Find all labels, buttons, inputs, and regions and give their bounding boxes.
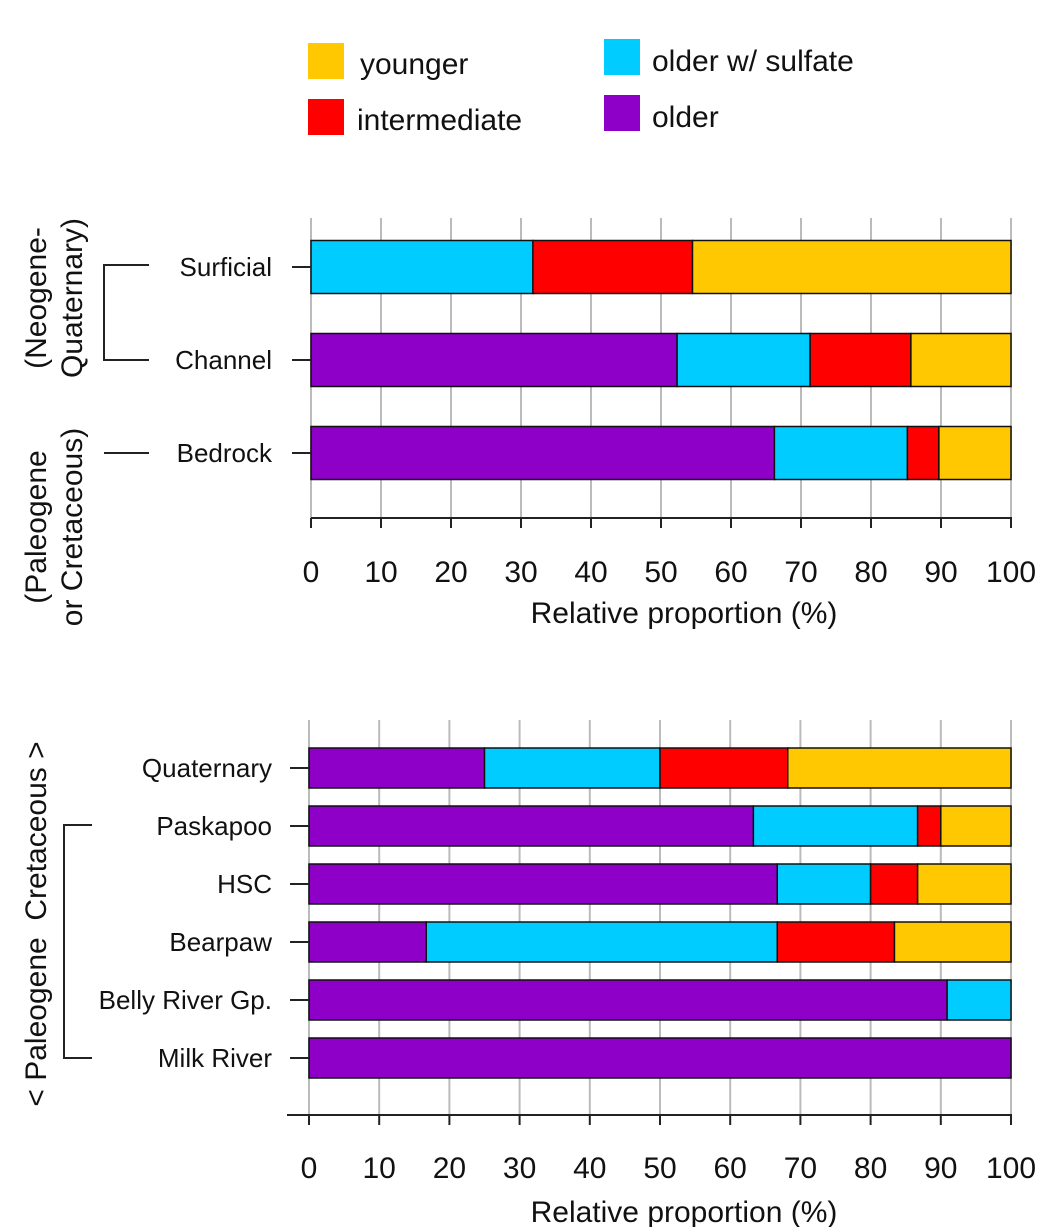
bar-bedrock-younger (938, 425, 1012, 481)
x-tick-label-40: 40 (574, 556, 607, 589)
bar-milk-river-older (308, 1037, 1012, 1079)
y-ticks-bottom: Quaternary Paskapoo HSC Bearpaw Belly River … (99, 753, 309, 1073)
chart-top: Surficial Channel Bedrock 0 10 20 30 40 50 60 70 8… (20, 218, 1036, 630)
y-tick-label-bearpaw: Bearpaw (169, 927, 272, 957)
bar-channel-older-w-sulfate (676, 332, 811, 388)
bar-paskapoo-older-w-sulfate (752, 805, 919, 847)
legend-swatch-older (604, 95, 640, 131)
x-tick-label-40: 40 (573, 1152, 606, 1185)
legend-label-older: older (652, 101, 719, 134)
x-tick-label-10: 10 (364, 556, 397, 589)
bracket-period (63, 824, 92, 1059)
chart-bottom: Quaternary Paskapoo HSC Bearpaw Belly River … (20, 720, 1036, 1227)
bar-bearpaw-intermediate (776, 921, 896, 963)
bracket-neogene (103, 264, 149, 361)
x-ticks-top: 0 10 20 30 40 50 60 70 80 90 100 (303, 518, 1036, 589)
bar-hsc-older-w-sulfate (776, 863, 872, 905)
x-tick-label-50: 50 (644, 556, 677, 589)
bar-paskapoo-intermediate (916, 805, 942, 847)
y-tick-label-paskapoo: Paskapoo (156, 811, 272, 841)
x-tick-label-10: 10 (363, 1152, 396, 1185)
x-tick-label-60: 60 (714, 556, 747, 589)
bar-channel-intermediate (809, 332, 912, 388)
legend-label-older-sulfate: older w/ sulfate (652, 45, 854, 78)
legend-label-intermediate: intermediate (357, 104, 522, 137)
x-tick-label-30: 30 (504, 556, 537, 589)
bar-belly-river-gp-older (308, 979, 948, 1021)
y-tick-label-milk-river: Milk River (158, 1043, 272, 1073)
x-tick-label-100: 100 (986, 556, 1036, 589)
legend-swatch-intermediate (308, 99, 344, 135)
x-tick-label-60: 60 (714, 1152, 747, 1185)
bars-top (310, 239, 1012, 481)
bar-hsc-intermediate (869, 863, 919, 905)
x-tick-label-20: 20 (433, 1152, 466, 1185)
x-tick-label-0: 0 (301, 1152, 318, 1185)
bar-surficial-older-w-sulfate (310, 239, 534, 295)
bar-surficial-younger (691, 239, 1012, 295)
legend-swatch-younger (308, 43, 344, 79)
period-label: < Paleogene Cretaceous > (20, 741, 53, 1106)
y-tick-label-belly-river-gp: Belly River Gp. (99, 985, 272, 1015)
y-ticks-top: Surficial Channel Bedrock (175, 252, 311, 468)
group-label-neogene-line: (Neogene- (20, 227, 53, 369)
x-tick-label-20: 20 (434, 556, 467, 589)
x-tick-label-30: 30 (503, 1152, 536, 1185)
legend: younger intermediate older w/ sulfate ol… (308, 39, 854, 137)
y-tick-label-surficial: Surficial (180, 252, 272, 282)
bar-quaternary-older (308, 747, 486, 789)
x-tick-label-100: 100 (986, 1152, 1036, 1185)
group-label-paleogene-line: (Paleogene (20, 450, 53, 603)
group-label-neogene-line: Quaternary) (56, 218, 89, 378)
bar-hsc-younger (916, 863, 1012, 905)
group-label-paleogene-line: or Cretaceous) (56, 428, 89, 626)
bar-channel-older (310, 332, 678, 388)
bar-surficial-intermediate (532, 239, 694, 295)
x-axis-label-bottom: Relative proportion (%) (531, 1196, 838, 1227)
bar-bearpaw-older (308, 921, 427, 963)
y-tick-label-bedrock: Bedrock (177, 438, 273, 468)
bar-quaternary-younger (787, 747, 1012, 789)
bar-quaternary-intermediate (659, 747, 789, 789)
x-tick-label-90: 90 (924, 1152, 957, 1185)
bar-bedrock-older (310, 425, 776, 481)
group-neogene: (Neogene- Quaternary) (20, 218, 89, 378)
x-tick-label-70: 70 (784, 556, 817, 589)
group-label-paleogene: (Paleogene or Cretaceous) (20, 428, 89, 626)
bar-quaternary-older-w-sulfate (483, 747, 661, 789)
bar-bearpaw-older-w-sulfate (425, 921, 778, 963)
legend-swatch-older-sulfate (604, 39, 640, 75)
bar-bedrock-older-w-sulfate (773, 425, 909, 481)
x-axis-label-top: Relative proportion (%) (531, 597, 838, 630)
bar-paskapoo-older (308, 805, 755, 847)
x-tick-label-70: 70 (784, 1152, 817, 1185)
bar-hsc-older (308, 863, 778, 905)
bar-bedrock-intermediate (906, 425, 940, 481)
x-tick-label-90: 90 (924, 556, 957, 589)
legend-label-younger: younger (360, 48, 468, 81)
x-tick-label-80: 80 (854, 1152, 887, 1185)
y-tick-label-hsc: HSC (217, 869, 272, 899)
bar-channel-younger (910, 332, 1012, 388)
x-tick-label-0: 0 (303, 556, 320, 589)
bar-belly-river-gp-older-w-sulfate (946, 979, 1012, 1021)
group-label-neogene: (Neogene- Quaternary) (20, 218, 89, 378)
y-tick-label-quaternary: Quaternary (142, 753, 272, 783)
y-tick-label-channel: Channel (175, 345, 272, 375)
bar-paskapoo-younger (940, 805, 1012, 847)
x-tick-label-80: 80 (854, 556, 887, 589)
x-tick-label-50: 50 (643, 1152, 676, 1185)
bar-bearpaw-younger (893, 921, 1012, 963)
x-ticks-bottom: 0 10 20 30 40 50 60 70 80 90 100 (301, 1115, 1036, 1185)
group-paleogene: (Paleogene or Cretaceous) (20, 428, 89, 626)
